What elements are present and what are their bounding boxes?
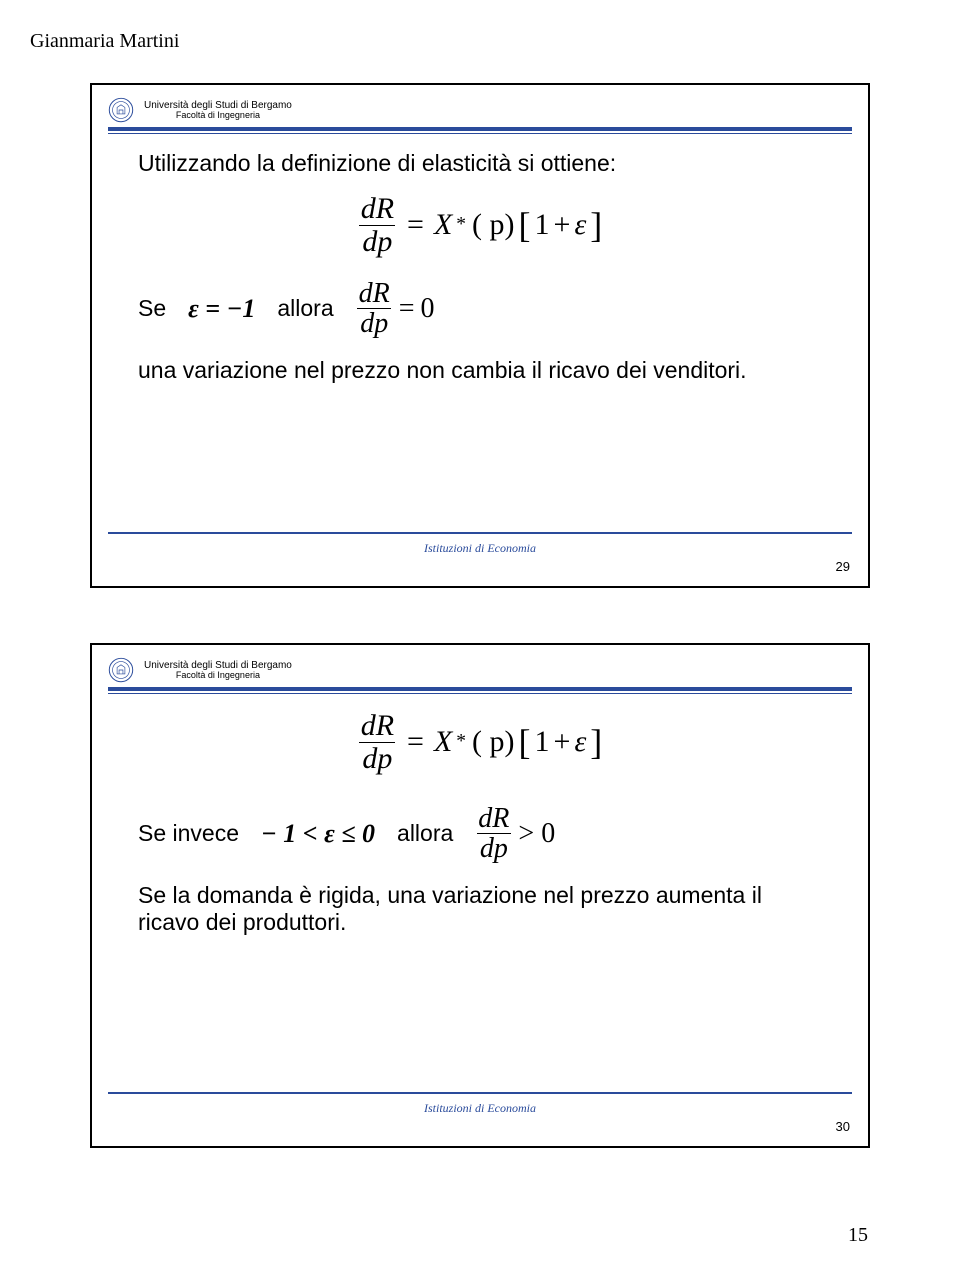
p-expr: ( p) [472, 725, 514, 759]
conclusion-text: Se la domanda è rigida, una variazione n… [138, 882, 822, 936]
eps-eq-minus1: ε = −1 [188, 294, 255, 324]
frac-den-2: dp [477, 833, 511, 863]
fraction-dr-dp: dR dp [358, 710, 397, 774]
university-text: Università degli Studi di Bergamo Facolt… [144, 660, 292, 681]
page-number: 15 [848, 1224, 868, 1247]
star-sup: * [456, 731, 466, 753]
university-seal-icon [108, 97, 134, 123]
allora-label: allora [277, 295, 333, 322]
epsilon: ε [574, 208, 586, 242]
footer-rule [108, 532, 852, 534]
university-seal-icon [108, 657, 134, 683]
main-formula: dR dp = X * ( p) [ 1 + ε ] [138, 193, 822, 257]
university-name: Università degli Studi di Bergamo [144, 660, 292, 671]
result-expr: dR dp > 0 [475, 804, 555, 864]
slide-number: 30 [836, 1119, 850, 1134]
se-invece-label: Se invece [138, 820, 239, 847]
slide-29: Università degli Studi di Bergamo Facolt… [90, 83, 870, 588]
condition-row: Se invece − 1 < ε ≤ 0 allora dR dp > 0 [138, 804, 822, 864]
star-sup: * [456, 214, 466, 236]
frac-num: dR [358, 710, 397, 742]
epsilon: ε [574, 725, 586, 759]
university-faculty: Facoltà di Ingegneria [144, 671, 292, 681]
equals-sign-2: = [399, 293, 415, 325]
fraction-dr-dp-2: dR dp [475, 804, 512, 864]
frac-num: dR [358, 193, 397, 225]
frac-num-2: dR [356, 279, 393, 308]
plus: + [554, 208, 571, 242]
slide-content: dR dp = X * ( p) [ 1 + ε ] Se invece − 1… [108, 710, 852, 936]
slide-header: Università degli Studi di Bergamo Facolt… [108, 657, 852, 683]
condition-row: Se ε = −1 allora dR dp = 0 [138, 279, 822, 339]
fraction-dr-dp-2: dR dp [356, 279, 393, 339]
header-rule-thick [108, 127, 852, 131]
page-author: Gianmaria Martini [30, 30, 870, 53]
se-label: Se [138, 295, 166, 322]
p-expr: ( p) [472, 208, 514, 242]
conclusion-text: una variazione nel prezzo non cambia il … [138, 357, 822, 384]
footer-rule [108, 1092, 852, 1094]
university-text: Università degli Studi di Bergamo Facolt… [144, 100, 292, 121]
frac-num-2: dR [475, 804, 512, 833]
footer-course: Istituzioni di Economia [92, 1101, 868, 1116]
intro-text: Utilizzando la definizione di elasticità… [138, 150, 822, 177]
equals-sign: = [407, 725, 424, 759]
one: 1 [535, 725, 550, 759]
slide-header: Università degli Studi di Bergamo Facolt… [108, 97, 852, 123]
slide-content: Utilizzando la definizione di elasticità… [108, 150, 852, 384]
slide-number: 29 [836, 559, 850, 574]
university-faculty: Facoltà di Ingegneria [144, 111, 292, 121]
university-name: Università degli Studi di Bergamo [144, 100, 292, 111]
x-symbol: X [434, 725, 452, 759]
fraction-dr-dp: dR dp [358, 193, 397, 257]
eps-range: − 1 < ε ≤ 0 [261, 819, 375, 849]
frac-den: dp [359, 225, 395, 258]
page: Gianmaria Martini Università degli Studi… [0, 0, 960, 1275]
plus: + [554, 725, 571, 759]
equals-sign: = [407, 208, 424, 242]
footer-course: Istituzioni di Economia [92, 541, 868, 556]
allora-label: allora [397, 820, 453, 847]
one: 1 [535, 208, 550, 242]
main-formula: dR dp = X * ( p) [ 1 + ε ] [138, 710, 822, 774]
frac-den: dp [359, 742, 395, 775]
header-rule-thick [108, 687, 852, 691]
zero: 0 [421, 293, 435, 325]
result-expr: dR dp = 0 [356, 279, 435, 339]
header-rule-thin [108, 133, 852, 134]
gt-zero: > 0 [518, 818, 555, 850]
header-rule-thin [108, 693, 852, 694]
slide-30: Università degli Studi di Bergamo Facolt… [90, 643, 870, 1148]
x-symbol: X [434, 208, 452, 242]
frac-den-2: dp [357, 308, 391, 338]
